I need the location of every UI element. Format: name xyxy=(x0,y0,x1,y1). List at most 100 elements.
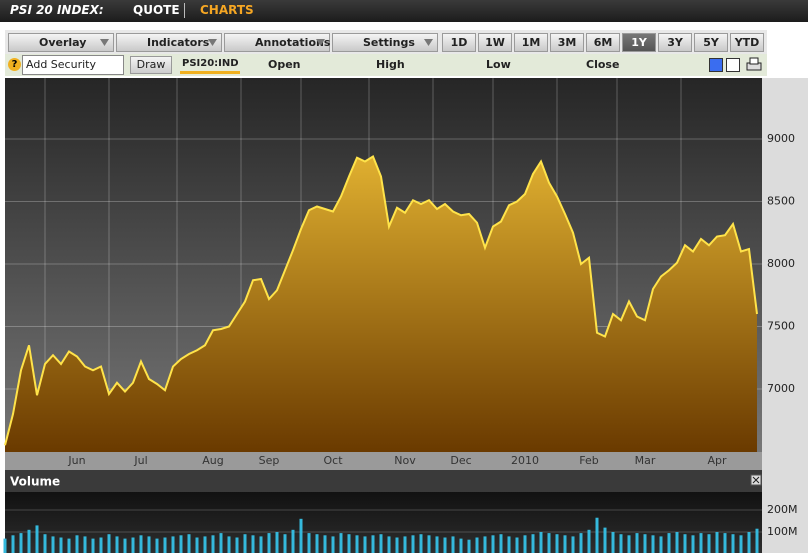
help-icon[interactable]: ? xyxy=(8,58,21,71)
volume-bar xyxy=(51,536,55,553)
header-tab[interactable]: CHARTS xyxy=(200,3,254,17)
x-tick-label: Nov xyxy=(394,454,416,467)
volume-bar xyxy=(579,533,583,553)
field-label: Low xyxy=(486,58,511,71)
volume-bar xyxy=(731,534,735,553)
volume-bar xyxy=(659,536,663,553)
header-title: PSI 20 INDEX: xyxy=(10,3,104,17)
range-button[interactable]: 1Y xyxy=(622,33,656,52)
volume-bar xyxy=(243,534,247,553)
volume-bar xyxy=(259,536,263,553)
y-tick-label: 7000 xyxy=(767,382,795,395)
volume-bar xyxy=(555,534,559,553)
volume-bar xyxy=(603,527,607,553)
y-tick-label: 9000 xyxy=(767,132,795,145)
security-row xyxy=(5,54,767,76)
volume-bar xyxy=(227,536,231,553)
volume-bar xyxy=(163,537,167,553)
range-button[interactable]: 6M xyxy=(586,33,620,52)
volume-bar xyxy=(619,534,623,553)
volume-bar xyxy=(635,533,639,553)
volume-bar xyxy=(627,535,631,553)
range-button[interactable]: 1W xyxy=(478,33,512,52)
volume-bar xyxy=(611,532,615,553)
range-button[interactable]: 5Y xyxy=(694,33,728,52)
volume-bar xyxy=(467,539,471,553)
volume-bar xyxy=(139,535,143,553)
volume-bar xyxy=(491,535,495,553)
volume-bar xyxy=(27,529,31,553)
x-tick-label: Aug xyxy=(202,454,223,467)
volume-bar xyxy=(411,535,415,553)
security-underline xyxy=(180,71,240,74)
volume-bar xyxy=(355,535,359,553)
volume-bar xyxy=(515,537,519,553)
menu-button[interactable]: Overlay xyxy=(8,33,114,52)
arrow xyxy=(424,39,433,46)
volume-bar xyxy=(547,533,551,553)
field-label: Close xyxy=(586,58,620,71)
x-tick-label: Apr xyxy=(707,454,727,467)
volume-bar xyxy=(363,536,367,553)
volume-bar xyxy=(475,537,479,553)
range-button[interactable]: 1M xyxy=(514,33,548,52)
volume-bar xyxy=(595,517,599,553)
volume-bar xyxy=(43,534,47,553)
volume-bar xyxy=(379,534,383,553)
volume-bar xyxy=(531,534,535,553)
volume-bar xyxy=(307,533,311,553)
volume-bar xyxy=(563,535,567,553)
volume-axis-band xyxy=(762,470,808,553)
volume-bar xyxy=(155,538,159,553)
arrow xyxy=(208,39,217,46)
y-tick-label: 100M xyxy=(767,525,798,538)
volume-bar xyxy=(35,525,39,553)
volume-bar xyxy=(715,532,719,553)
volume-bar xyxy=(435,536,439,553)
volume-bar xyxy=(499,534,503,553)
color-box[interactable] xyxy=(726,58,740,72)
dropdown-arrow xyxy=(208,39,217,46)
volume-bar xyxy=(387,536,391,553)
volume-bar xyxy=(99,537,103,553)
range-button[interactable]: 3Y xyxy=(658,33,692,52)
field-label: High xyxy=(376,58,405,71)
volume-bar xyxy=(331,536,335,553)
volume-bar xyxy=(667,533,671,553)
add-security-input[interactable]: Add Security xyxy=(22,55,124,75)
range-button[interactable]: YTD xyxy=(730,33,764,52)
menu-button[interactable]: Indicators xyxy=(116,33,222,52)
print-icon[interactable] xyxy=(745,57,763,73)
y-tick-label: 8000 xyxy=(767,257,795,270)
x-tick-label: Oct xyxy=(323,454,343,467)
arrow xyxy=(316,39,325,46)
x-axis-band xyxy=(5,452,762,470)
volume-bar xyxy=(395,537,399,553)
volume-bar xyxy=(651,535,655,553)
volume-bar xyxy=(11,535,15,553)
volume-bar xyxy=(147,536,151,553)
x-tick-label: Sep xyxy=(259,454,280,467)
volume-bar xyxy=(683,534,687,553)
volume-bar xyxy=(115,536,119,553)
volume-bar xyxy=(323,535,327,553)
x-tick-label: Jul xyxy=(133,454,147,467)
volume-bar xyxy=(587,529,591,553)
range-button[interactable]: 1D xyxy=(442,33,476,52)
close-icon xyxy=(752,476,760,484)
dropdown-arrow xyxy=(316,39,325,46)
volume-bar xyxy=(67,538,71,553)
menu-button[interactable]: Annotations xyxy=(224,33,330,52)
security-label: PSI20:IND xyxy=(182,58,239,69)
draw-button[interactable]: Draw xyxy=(130,56,172,74)
x-tick-label: Mar xyxy=(635,454,656,467)
volume-bar xyxy=(459,538,463,553)
range-button[interactable]: 3M xyxy=(550,33,584,52)
volume-bar xyxy=(275,532,279,553)
volume-bar xyxy=(675,532,679,553)
menu-button[interactable]: Settings xyxy=(332,33,438,52)
color-box[interactable] xyxy=(709,58,723,72)
volume-bar xyxy=(283,534,287,553)
header-tab[interactable]: QUOTE xyxy=(133,3,180,17)
volume-bar xyxy=(195,537,199,553)
